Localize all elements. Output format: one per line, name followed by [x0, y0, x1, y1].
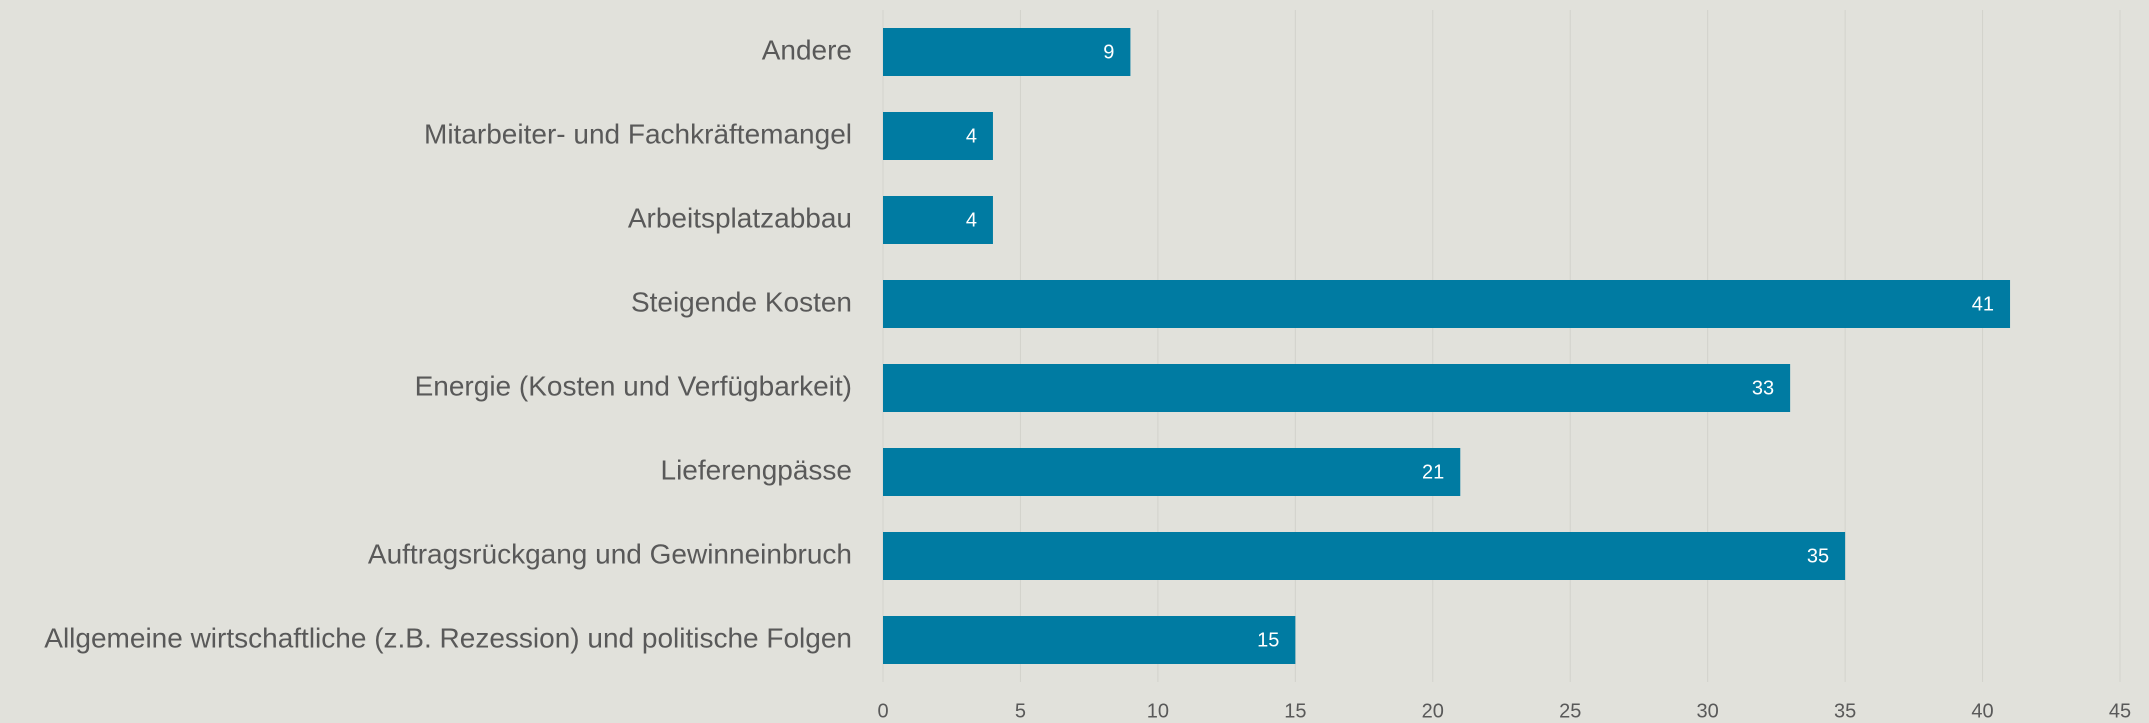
x-tick-label: 5	[1015, 700, 1026, 722]
x-tick-label: 20	[1422, 700, 1444, 722]
bar	[883, 280, 2011, 328]
data-label: 41	[1972, 293, 1994, 315]
bar	[883, 532, 1846, 580]
y-tick-label: Lieferengpässe	[661, 454, 852, 485]
data-label: 21	[1422, 461, 1444, 483]
y-tick-label: Allgemeine wirtschaftliche (z.B. Rezessi…	[44, 622, 852, 653]
bar	[883, 616, 1296, 664]
y-tick-label: Auftragsrückgang und Gewinneinbruch	[368, 538, 852, 569]
x-tick-label: 40	[1971, 700, 1993, 722]
y-tick-label: Mitarbeiter- und Fachkräftemangel	[424, 118, 852, 149]
x-tick-label: 15	[1284, 700, 1306, 722]
data-label: 9	[1103, 41, 1114, 63]
x-tick-label: 45	[2109, 700, 2131, 722]
data-label: 35	[1807, 545, 1829, 567]
data-label: 4	[966, 209, 977, 231]
bar	[883, 364, 1791, 412]
data-label: 15	[1257, 629, 1279, 651]
y-tick-label: Steigende Kosten	[631, 286, 852, 317]
x-tick-label: 0	[877, 700, 888, 722]
x-tick-label: 10	[1147, 700, 1169, 722]
x-tick-label: 35	[1834, 700, 1856, 722]
x-tick-label: 30	[1697, 700, 1719, 722]
bar	[883, 28, 1131, 76]
y-tick-label: Arbeitsplatzabbau	[628, 202, 852, 233]
data-label: 4	[966, 125, 977, 147]
bar	[883, 196, 993, 244]
y-tick-label: Andere	[762, 34, 852, 65]
bar	[883, 112, 993, 160]
y-tick-label: Energie (Kosten und Verfügbarkeit)	[415, 370, 852, 401]
data-label: 33	[1752, 377, 1774, 399]
bar	[883, 448, 1461, 496]
x-tick-label: 25	[1559, 700, 1581, 722]
